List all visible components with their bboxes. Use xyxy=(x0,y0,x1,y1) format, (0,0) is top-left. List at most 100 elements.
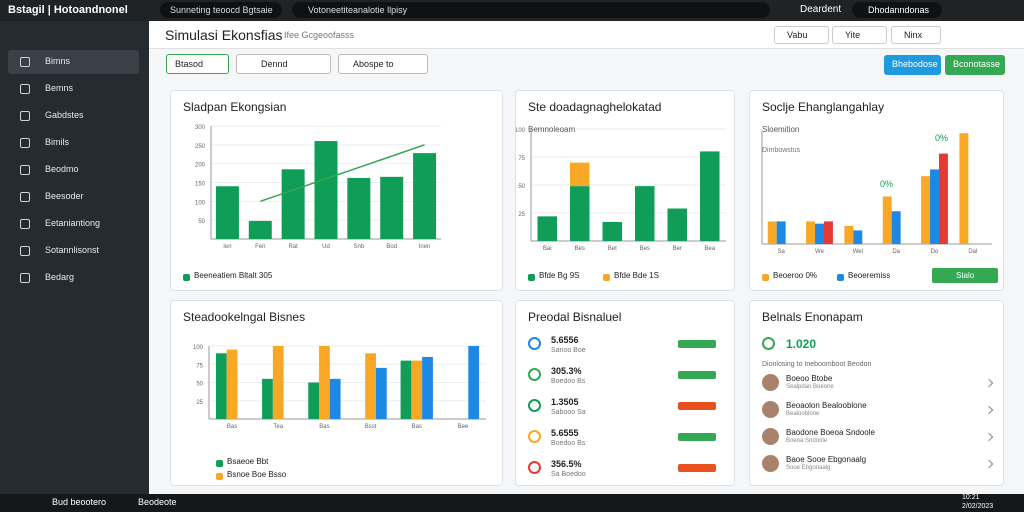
avatar xyxy=(762,428,779,445)
action-button[interactable]: Vabu xyxy=(774,26,829,44)
x-tick-label: Bas xyxy=(227,424,237,430)
y-tick-label: 25 xyxy=(196,400,203,406)
x-tick-label: Rat xyxy=(288,244,298,250)
item-value: 356.5% xyxy=(551,459,582,469)
row-menu[interactable] xyxy=(984,378,994,388)
primary-button[interactable]: Bhebodose xyxy=(884,55,941,75)
item-pill xyxy=(678,433,716,441)
legend-label: Beoeroo 0% xyxy=(773,271,818,280)
card-title: Sladpan Ekongsian xyxy=(183,100,287,114)
item-label: Sa Boedoo xyxy=(551,471,586,478)
chart: 25 50 75 100 Bas Tea Bas Bsst Bas Bee xyxy=(193,345,486,430)
legend-swatch xyxy=(762,274,769,281)
bar xyxy=(844,225,854,244)
taskbar-item[interactable]: Beodeote xyxy=(138,497,177,507)
x-tick-label: Bas xyxy=(319,424,329,430)
bar xyxy=(776,221,786,244)
top-bar: Bstagil | Hotoandnonel Sunneting teoocd … xyxy=(0,0,1024,21)
nav-icon xyxy=(20,246,30,256)
nav-icon xyxy=(20,165,30,175)
tab[interactable]: Sunneting teoocd Bgtsaie xyxy=(160,2,282,18)
nav-label: Beesoder xyxy=(45,191,84,201)
card: Soclje Ehanglangahlay Sa We Wel Da Do Dal Beoer… xyxy=(749,90,1004,291)
card: Steadookelngal Bisnes 25 50 75 100 Bas Tea Bas B… xyxy=(170,300,503,486)
summary-subtitle: Dionlosing to Ineboomboot Beodon xyxy=(762,361,872,368)
bar xyxy=(806,221,816,244)
nav-item[interactable]: Eetaniantiong xyxy=(8,212,139,236)
address-bar[interactable]: Votoneetiteanalotie llpisy xyxy=(292,2,770,18)
x-tick-label: Bas xyxy=(412,424,422,430)
nav-label: Bemns xyxy=(45,83,74,93)
bar xyxy=(767,221,777,244)
filter[interactable]: Dennd xyxy=(236,54,331,74)
nav-icon xyxy=(20,273,30,283)
row-menu[interactable] xyxy=(984,432,994,442)
action-button[interactable]: Ninx xyxy=(891,26,941,44)
y-tick-label: 25 xyxy=(518,212,525,218)
bar xyxy=(959,133,969,244)
person-name: Boeoo Btobe xyxy=(786,374,833,383)
nav-item[interactable]: Bedarg xyxy=(8,266,139,290)
nav-item[interactable]: Bimns xyxy=(8,50,139,74)
nav-item[interactable]: Beesoder xyxy=(8,185,139,209)
y-tick-label: 250 xyxy=(195,144,206,150)
bar xyxy=(314,141,338,239)
legend-swatch xyxy=(216,473,223,480)
summary-value: 1.020 xyxy=(786,337,817,351)
nav-label: Eetaniantiong xyxy=(45,218,101,228)
nav-icon xyxy=(20,192,30,202)
x-tick-label: Snb xyxy=(354,244,365,250)
x-tick-label: Bod xyxy=(386,244,397,250)
nav-item[interactable]: Bemns xyxy=(8,77,139,101)
bar xyxy=(411,360,423,419)
item-icon xyxy=(528,399,541,412)
annotation: 0% xyxy=(880,179,894,189)
legend-swatch xyxy=(528,274,535,281)
row-menu[interactable] xyxy=(984,459,994,469)
nav-icon xyxy=(20,57,30,67)
y-tick-label: 100 xyxy=(193,345,204,351)
bar xyxy=(365,353,376,419)
header: Simulasi Ekonsfias Ifee Gcgeoofasss Vabu… xyxy=(149,21,1024,49)
user-name[interactable]: Dhodanndonas xyxy=(852,2,942,18)
clock-time: 10:21 xyxy=(962,494,980,501)
nav-item[interactable]: Bimils xyxy=(8,131,139,155)
app-name: Bstagil | Hotoandnonel xyxy=(8,4,128,16)
row-menu[interactable] xyxy=(984,405,994,415)
person-role: Sooe Ebgonaalg xyxy=(786,465,831,471)
y-tick-label: 75 xyxy=(196,363,203,369)
card-title: Preodal Bisnaluel xyxy=(528,310,622,324)
y-tick-label: 300 xyxy=(195,125,206,131)
bar xyxy=(308,382,320,419)
y-tick-label: 100 xyxy=(195,200,206,206)
item-label: Sanoo Boe xyxy=(551,347,586,354)
nav-item[interactable]: Beodmo xyxy=(8,158,139,182)
item-label: Boedoo Bs xyxy=(551,378,586,385)
taskbar-item[interactable]: Bud beootero xyxy=(52,497,107,507)
item-value: 5.6556 xyxy=(551,335,579,345)
bar xyxy=(248,220,272,239)
primary-button[interactable]: Bconotasse xyxy=(945,55,1005,75)
search[interactable]: Abospe to xyxy=(338,54,428,74)
bar xyxy=(215,353,227,419)
person-role: Boeoa Sndoole xyxy=(786,438,828,444)
user-label: Deardent xyxy=(800,4,842,15)
nav-item[interactable]: Gabdstes xyxy=(8,104,139,128)
avatar xyxy=(762,374,779,391)
person-name: Beoaolon Bealooblone xyxy=(786,401,867,410)
x-tick-label: Dal xyxy=(968,249,977,255)
bar xyxy=(468,346,480,419)
action-button[interactable]: Yite xyxy=(832,26,887,44)
item-pill xyxy=(678,371,716,379)
item-label: Boedoo Bs xyxy=(551,440,586,447)
annotation: 0% xyxy=(935,133,949,143)
card: Sladpan Ekongsian 50 100 150 200 250 300 Ien Fen… xyxy=(170,90,503,291)
nav-item[interactable]: Sotannlisonst xyxy=(8,239,139,263)
bar xyxy=(413,153,437,239)
nav-label: Bedarg xyxy=(45,272,75,282)
bar xyxy=(375,367,387,419)
filter[interactable]: Btasod xyxy=(166,54,229,74)
x-tick-label: Da xyxy=(892,249,900,255)
avatar xyxy=(762,455,779,472)
bar xyxy=(215,186,239,239)
